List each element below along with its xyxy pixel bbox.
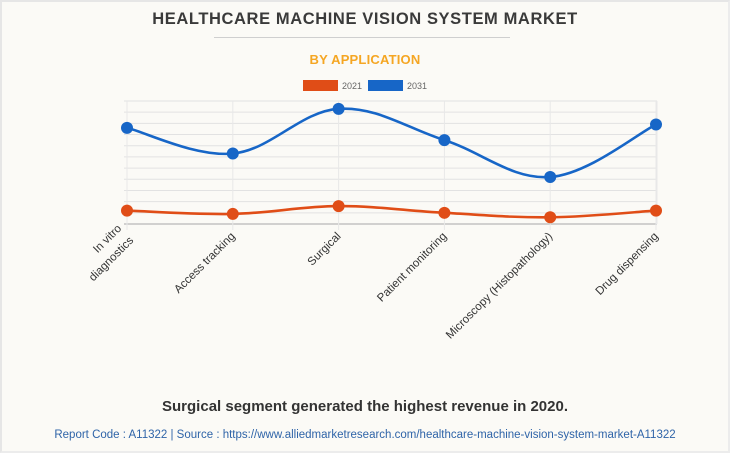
chart-footnote: Surgical segment generated the highest r… xyxy=(162,398,568,415)
x-tick-label-line: Patient monitoring xyxy=(375,230,449,304)
title-divider xyxy=(214,37,510,38)
data-point-2031[interactable] xyxy=(438,134,451,147)
data-point-2031[interactable] xyxy=(332,102,345,115)
series-line-2031 xyxy=(125,107,658,179)
data-point-2031[interactable] xyxy=(650,118,662,131)
data-point-2031[interactable] xyxy=(121,121,133,134)
legend: 2021 2031 xyxy=(0,80,730,91)
x-tick-label: In vitrodiagnostics xyxy=(75,223,136,284)
x-tick-label: Microscopy (Histopathology) xyxy=(444,230,555,341)
legend-label-2031: 2031 xyxy=(407,80,428,91)
data-point-2031[interactable] xyxy=(226,147,239,160)
data-point-2021[interactable] xyxy=(650,204,662,217)
chart-subtitle: BY APPLICATION xyxy=(309,52,421,67)
data-point-2021[interactable] xyxy=(332,200,345,213)
legend-item-2031[interactable]: 2031 xyxy=(368,80,427,91)
data-point-2031[interactable] xyxy=(544,171,557,184)
series-line-2021 xyxy=(125,204,658,219)
x-tick-label-line: Drug dispensing xyxy=(594,230,661,297)
source-line[interactable]: Report Code : A11322 | Source : https://… xyxy=(54,429,676,441)
chart-title: HEALTHCARE MACHINE VISION SYSTEM MARKET xyxy=(152,10,578,28)
legend-swatch-2031 xyxy=(368,80,403,91)
x-tick-label-line: Microscopy (Histopathology) xyxy=(444,230,555,341)
data-point-2021[interactable] xyxy=(438,206,451,219)
data-point-2021[interactable] xyxy=(121,204,133,217)
legend-label-2021: 2021 xyxy=(341,80,362,91)
x-tick-label: Access tracking xyxy=(172,230,237,295)
x-tick-label-line: Surgical xyxy=(306,230,344,268)
data-point-2021[interactable] xyxy=(226,207,239,220)
x-tick-label: Surgical xyxy=(306,230,344,268)
x-tick-label: Patient monitoring xyxy=(375,230,449,304)
x-tick-label: Drug dispensing xyxy=(594,230,661,297)
data-point-2021[interactable] xyxy=(544,211,557,224)
x-tick-label-line: Access tracking xyxy=(172,230,237,295)
legend-swatch-2021 xyxy=(302,80,338,91)
legend-item-2021[interactable]: 2021 xyxy=(302,80,362,91)
